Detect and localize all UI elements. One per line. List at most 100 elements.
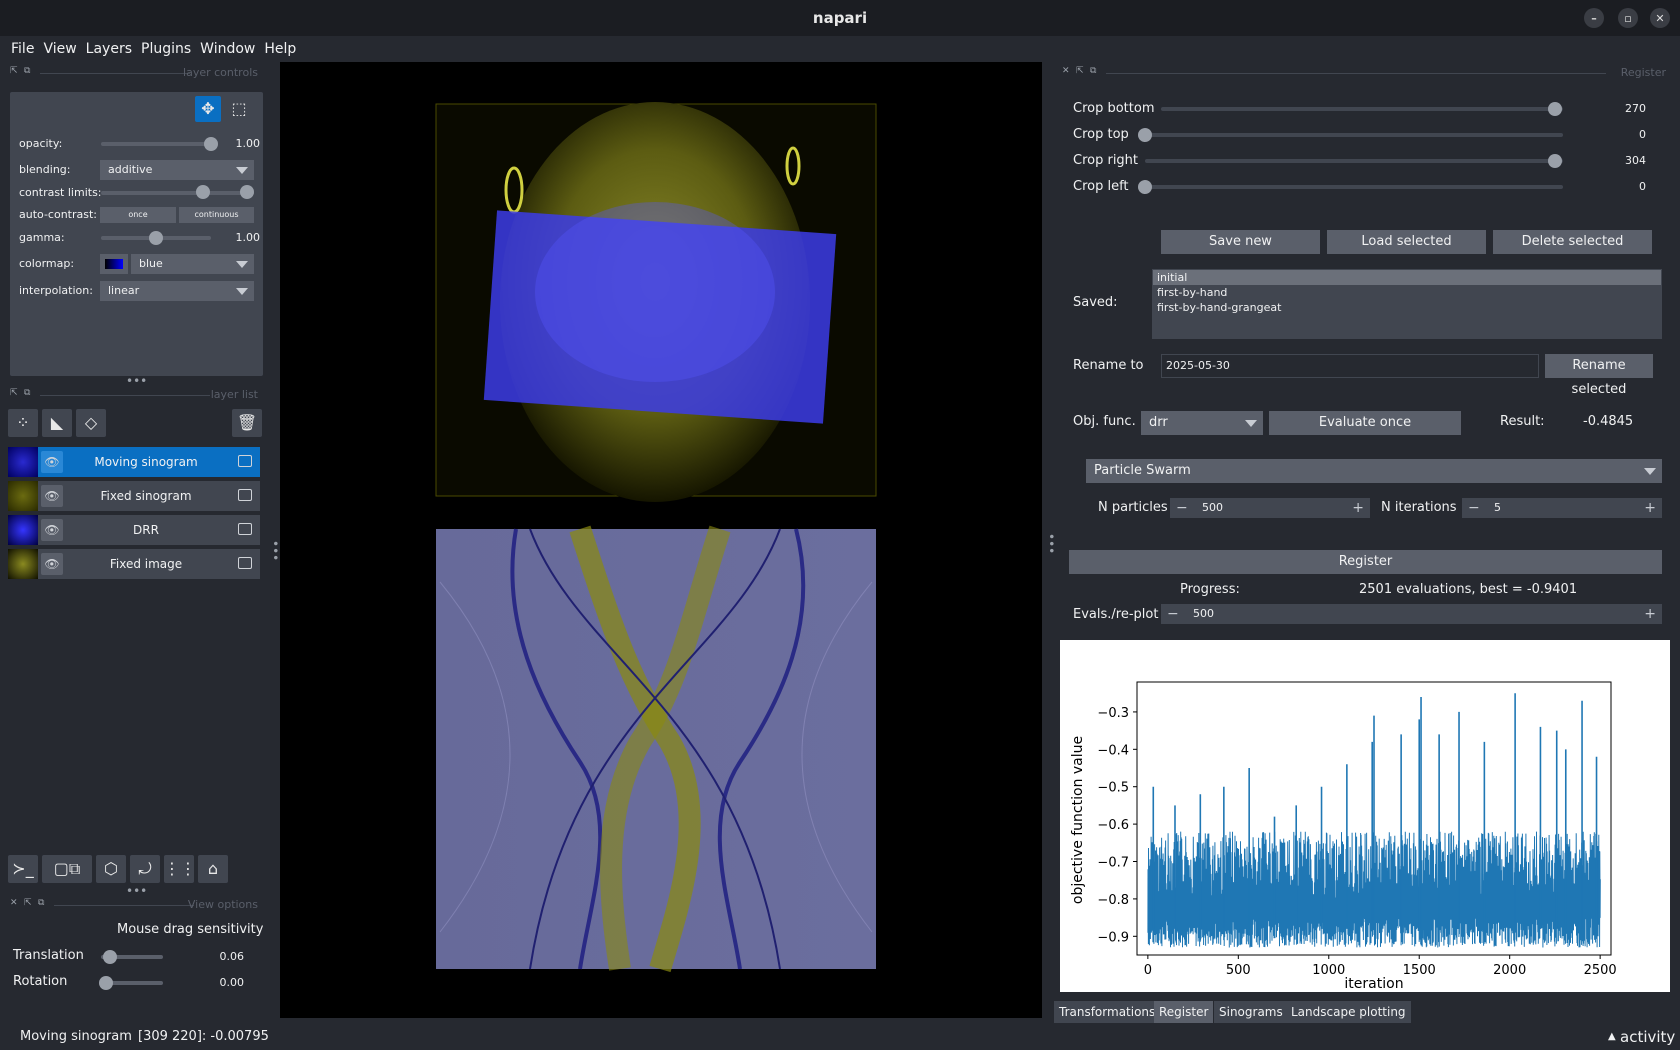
rotation-slider[interactable] [101, 981, 163, 985]
maximize-button[interactable]: ▫ [1618, 8, 1638, 28]
caret-up-icon[interactable]: ▲ [1608, 1031, 1616, 1042]
objfunc-dropdown[interactable]: drr [1141, 411, 1263, 435]
eye-icon[interactable]: 👁 [41, 519, 63, 541]
auto-contrast-continuous-button[interactable]: continuous [179, 207, 254, 223]
layer-row[interactable]: 👁 Fixed image [8, 549, 260, 579]
tab-transformations[interactable]: Transformations [1054, 1001, 1161, 1023]
crop-right-slider-handle[interactable] [1548, 154, 1562, 168]
new-shapes-layer-icon[interactable]: ◣ [42, 409, 72, 437]
auto-contrast-once-button[interactable]: once [100, 207, 176, 223]
plus-icon[interactable]: + [1644, 500, 1656, 516]
close-icon[interactable]: ✕ [1062, 66, 1070, 76]
menu-view[interactable]: View [43, 41, 77, 57]
crop-right-slider[interactable] [1145, 159, 1563, 163]
splitter-handle[interactable]: ••• [126, 374, 148, 388]
translation-slider-handle[interactable] [103, 950, 117, 964]
crop-top-slider[interactable] [1138, 133, 1563, 137]
list-item[interactable]: first-by-hand [1157, 286, 1228, 299]
home-icon[interactable]: ⌂ [198, 855, 228, 883]
evaluate-once-button[interactable]: Evaluate once [1269, 411, 1461, 435]
interpolation-dropdown[interactable]: linear [100, 281, 254, 301]
float-icon[interactable]: ⇱ [10, 66, 18, 76]
crop-left-slider[interactable] [1138, 185, 1563, 189]
splitter-handle[interactable]: ••• [126, 884, 148, 898]
saved-list[interactable]: initial first-by-hand first-by-hand-gran… [1152, 269, 1662, 339]
eye-icon[interactable]: 👁 [41, 485, 63, 507]
colormap-dropdown[interactable]: blue [131, 254, 254, 274]
crop-bottom-slider[interactable] [1161, 107, 1563, 111]
translation-slider[interactable] [101, 955, 163, 959]
minus-icon[interactable]: − [1167, 606, 1179, 622]
undock-icon[interactable]: ⧉ [24, 66, 31, 76]
menu-layers[interactable]: Layers [85, 41, 132, 57]
new-points-layer-icon[interactable]: ⁘ [8, 409, 38, 437]
rename-selected-button[interactable]: Rename selected [1545, 354, 1653, 397]
load-selected-button[interactable]: Load selected [1327, 230, 1486, 254]
tab-register[interactable]: Register [1154, 1001, 1214, 1023]
eye-icon[interactable]: 👁 [41, 553, 63, 575]
crop-top-slider-handle[interactable] [1138, 128, 1152, 142]
transform-icon[interactable]: ⬚ [226, 96, 252, 122]
colormap-swatch[interactable] [100, 254, 128, 274]
contrast-limits-slider[interactable] [101, 191, 254, 195]
float-icon[interactable]: ⇱ [24, 898, 32, 908]
float-icon[interactable]: ⇱ [1076, 66, 1084, 76]
opacity-slider-handle[interactable] [204, 137, 218, 151]
layer-row[interactable]: 👁 Moving sinogram [8, 447, 260, 477]
close-icon[interactable]: ✕ [10, 898, 18, 908]
crop-bottom-slider-handle[interactable] [1548, 102, 1562, 116]
right-dock-splitter[interactable]: ••• [1044, 533, 1058, 555]
status-bar: Moving sinogram [309 220]: -0.00795 ▲ ac… [0, 1024, 1680, 1050]
optimizer-dropdown[interactable]: Particle Swarm [1086, 459, 1662, 483]
tab-landscape-plotting[interactable]: Landscape plotting [1286, 1001, 1411, 1023]
crop-left-slider-handle[interactable] [1138, 180, 1152, 194]
contrast-low-handle[interactable] [196, 185, 210, 199]
undock-icon[interactable]: ⧉ [1090, 66, 1097, 76]
left-dock-splitter[interactable]: ••• [268, 540, 282, 562]
gamma-slider-handle[interactable] [149, 231, 163, 245]
transpose-icon[interactable]: ⤾ [130, 855, 160, 883]
n-iterations-label: N iterations [1381, 500, 1457, 515]
plus-icon[interactable]: + [1352, 500, 1364, 516]
layer-row[interactable]: 👁 Fixed sinogram [8, 481, 260, 511]
menu-window[interactable]: Window [200, 41, 256, 57]
save-new-button[interactable]: Save new [1161, 230, 1320, 254]
roll-axes-icon[interactable]: ⬡ [96, 855, 126, 883]
menu-plugins[interactable]: Plugins [141, 41, 192, 57]
delete-selected-button[interactable]: Delete selected [1493, 230, 1652, 254]
close-button[interactable]: ✕ [1650, 8, 1670, 28]
n-iterations-spinbox[interactable]: − 5 + [1462, 498, 1662, 518]
float-icon[interactable]: ⇱ [10, 388, 18, 398]
minus-icon[interactable]: − [1468, 500, 1480, 516]
tab-sinograms[interactable]: Sinograms [1214, 1001, 1288, 1023]
undock-icon[interactable]: ⧉ [38, 898, 45, 908]
list-item[interactable]: first-by-hand-grangeat [1157, 301, 1282, 314]
n-particles-spinbox[interactable]: − 500 + [1170, 498, 1370, 518]
console-icon[interactable]: ≻_ [8, 855, 38, 883]
minimize-button[interactable]: – [1584, 8, 1604, 28]
pan-zoom-icon[interactable]: ✥ [195, 96, 221, 122]
plus-icon[interactable]: + [1644, 606, 1656, 622]
image-view[interactable] [280, 62, 1042, 1018]
opacity-slider[interactable] [101, 142, 211, 146]
activity-button[interactable]: activity [1620, 1028, 1676, 1046]
menu-help[interactable]: Help [264, 41, 297, 57]
blending-dropdown[interactable]: additive [100, 160, 254, 180]
contrast-high-handle[interactable] [240, 185, 254, 199]
ndisplay-icon[interactable]: ▢⧉ [42, 855, 92, 883]
rotation-slider-handle[interactable] [99, 976, 113, 990]
menu-file[interactable]: File [11, 41, 35, 57]
register-button[interactable]: Register [1069, 550, 1662, 574]
list-item[interactable]: initial [1153, 270, 1661, 285]
viewer-canvas[interactable] [280, 62, 1042, 1018]
minus-icon[interactable]: − [1176, 500, 1188, 516]
eye-icon[interactable]: 👁 [41, 451, 63, 473]
undock-icon[interactable]: ⧉ [24, 388, 31, 398]
layer-row[interactable]: 👁 DRR [8, 515, 260, 545]
rename-input[interactable]: 2025-05-30 [1161, 354, 1539, 378]
trash-icon[interactable]: 🗑 [232, 409, 262, 437]
crop-left-label: Crop left [1073, 179, 1129, 194]
new-labels-layer-icon[interactable]: ◇ [76, 409, 106, 437]
grid-icon[interactable]: ⋮⋮⋮ [164, 855, 212, 883]
evals-replot-spinbox[interactable]: − 500 + [1161, 604, 1662, 624]
